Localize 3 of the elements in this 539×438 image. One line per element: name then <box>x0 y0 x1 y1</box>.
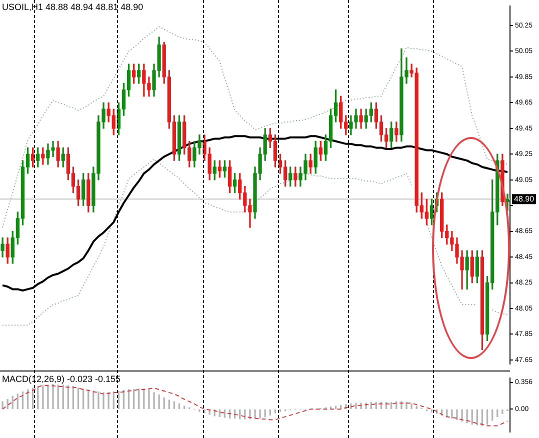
ref-line-label: 48.90 <box>514 194 535 204</box>
chart-title: USOIL,H1 48.88 48.94 48.81 48.90 <box>2 2 144 12</box>
chart-title: MACD(12,26,9) -0.023 -0.155 <box>2 374 121 384</box>
